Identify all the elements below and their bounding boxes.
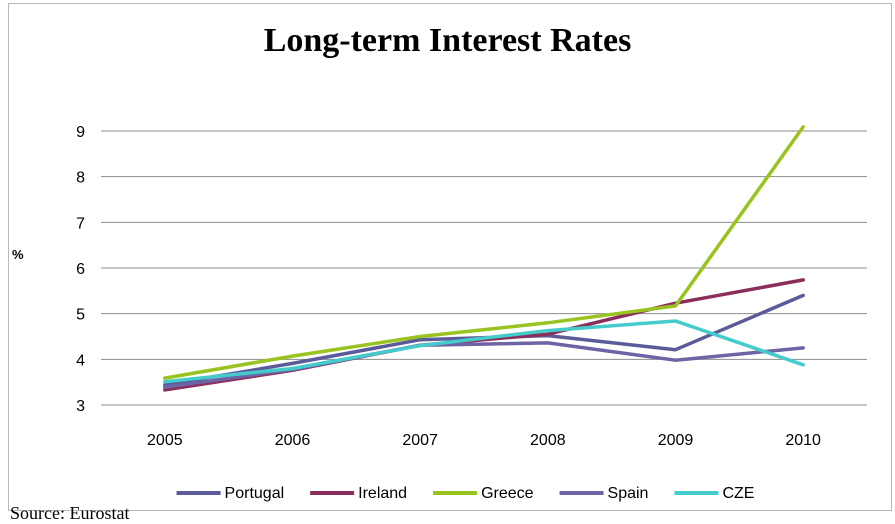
series-line-greece [163,125,805,380]
y-tick-label: 9 [76,124,85,141]
chart-title: Long-term Interest Rates [263,22,632,59]
y-tick-label: 5 [76,307,85,324]
y-tick-label: 3 [76,398,85,415]
legend-label: CZE [722,485,754,502]
x-tick-label: 2005 [147,432,183,449]
series-line-spain [163,341,805,389]
x-tick-label: 2006 [275,432,311,449]
series-line-cze [163,319,805,384]
legend-label: Greece [481,485,534,502]
chart-frame [8,3,892,511]
x-tick-label: 2008 [530,432,566,449]
x-tick-label: 2010 [785,432,821,449]
legend-label: Ireland [358,485,407,502]
x-tick-label: 2007 [402,432,438,449]
y-tick-label: 7 [76,215,85,232]
legend-label: Portugal [225,485,285,502]
y-tick-label: 8 [76,170,85,187]
y-axis-label: % [12,247,24,262]
y-tick-label: 6 [76,261,85,278]
legend-label: Spain [608,485,649,502]
y-tick-label: 4 [76,352,85,369]
source-note: Source: Eurostat [10,503,130,523]
x-tick-label: 2009 [658,432,694,449]
